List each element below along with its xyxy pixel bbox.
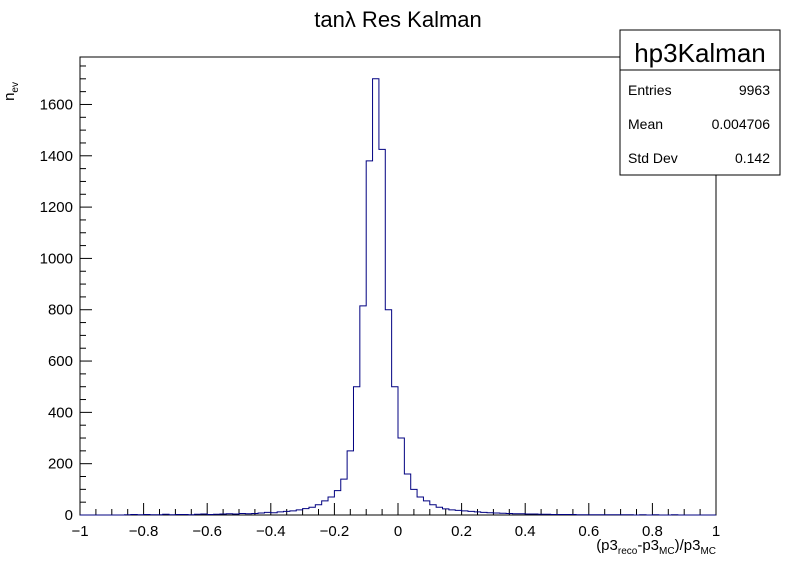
y-axis-label-subscript: ev bbox=[10, 82, 21, 93]
y-tick-label: 800 bbox=[48, 302, 73, 319]
y-tick-label: 1400 bbox=[40, 148, 73, 165]
stats-box-frame bbox=[619, 29, 781, 176]
x-tick-label: 0 bbox=[394, 523, 402, 540]
x-tick-label: −0.2 bbox=[320, 523, 350, 540]
x-tick-label: 0.4 bbox=[515, 523, 536, 540]
x-tick-label: −0.6 bbox=[192, 523, 222, 540]
stats-mean-label: Mean bbox=[628, 116, 663, 132]
stats-box-name: hp3Kalman bbox=[634, 38, 766, 68]
stats-box: hp3Kalman Entries 9963 Mean 0.004706 Std… bbox=[619, 29, 781, 176]
x-axis-label-subscript: MC bbox=[700, 546, 716, 557]
y-axis: 0 200 400 600 800 1000 1200 1400 1600 bbox=[40, 65, 92, 524]
x-tick-label: −0.8 bbox=[129, 523, 159, 540]
x-axis-label: (p3reco-p3MC)/p3MC bbox=[596, 537, 716, 557]
x-tick-label: 0.8 bbox=[642, 523, 663, 540]
x-axis-label-text: -p3 bbox=[637, 537, 659, 554]
y-tick-label: 600 bbox=[48, 353, 73, 370]
x-tick-label: −0.4 bbox=[256, 523, 286, 540]
stats-stddev-value: 0.142 bbox=[735, 150, 770, 166]
y-axis-label: nev bbox=[1, 82, 21, 101]
x-axis-label-subscript: MC bbox=[659, 546, 675, 557]
stats-mean-value: 0.004706 bbox=[712, 116, 771, 132]
y-tick-label: 1600 bbox=[40, 96, 73, 113]
x-tick-label: 0.6 bbox=[578, 523, 599, 540]
x-tick-label: 1 bbox=[712, 523, 720, 540]
y-tick-label: 1200 bbox=[40, 199, 73, 216]
x-tick-label: 0.2 bbox=[451, 523, 472, 540]
x-axis-label-text: (p3 bbox=[596, 537, 618, 554]
stats-entries-label: Entries bbox=[628, 82, 672, 98]
chart-title: tanλ Res Kalman bbox=[314, 7, 482, 32]
y-tick-label: 1000 bbox=[40, 250, 73, 267]
stats-stddev-label: Std Dev bbox=[628, 150, 678, 166]
x-axis-label-subscript: reco bbox=[618, 546, 638, 557]
y-tick-label: 0 bbox=[65, 507, 73, 524]
y-axis-label-text: n bbox=[1, 93, 18, 101]
y-tick-label: 400 bbox=[48, 404, 73, 421]
x-axis-label-text: )/p3 bbox=[675, 537, 701, 554]
stats-entries-value: 9963 bbox=[739, 82, 770, 98]
y-tick-label: 200 bbox=[48, 456, 73, 473]
x-tick-label: −1 bbox=[71, 523, 88, 540]
histogram-line bbox=[80, 78, 716, 516]
x-axis: −1 −0.8 −0.6 −0.4 −0.2 0 0.2 0.4 0.6 0.8 1 bbox=[71, 503, 720, 540]
